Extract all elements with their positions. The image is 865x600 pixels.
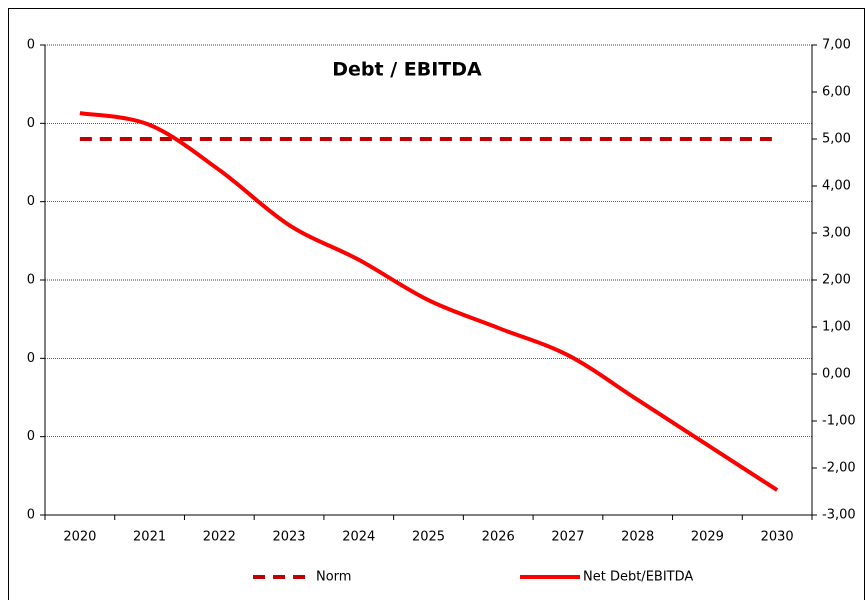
y2-tick-label: 5,00 xyxy=(822,132,851,147)
y2-tick-label: 7,00 xyxy=(822,38,851,53)
y2-tick-label: -1,00 xyxy=(822,414,856,429)
y-tick-label: 0 xyxy=(27,508,35,523)
x-tick-label: 2025 xyxy=(412,530,445,545)
y-tick-label: 0 xyxy=(27,351,35,366)
x-tick-label: 2024 xyxy=(342,530,375,545)
y-tick-label: 0 xyxy=(27,116,35,131)
y2-tick-label: 2,00 xyxy=(822,273,851,288)
y2-tick-label: -3,00 xyxy=(822,508,856,523)
x-tick-label: 2020 xyxy=(63,530,96,545)
x-tick-label: 2030 xyxy=(761,530,794,545)
y2-tick-label: -2,00 xyxy=(822,461,856,476)
x-tick-label: 2029 xyxy=(691,530,724,545)
x-tick-label: 2022 xyxy=(203,530,236,545)
y2-tick-label: 1,00 xyxy=(822,320,851,335)
x-tick-label: 2027 xyxy=(551,530,584,545)
chart-title: Debt / EBITDA xyxy=(332,59,482,81)
y-tick-label: 0 xyxy=(27,429,35,444)
y2-tick-label: 3,00 xyxy=(822,226,851,241)
y2-tick-label: 0,00 xyxy=(822,367,851,382)
x-tick-label: 2026 xyxy=(482,530,515,545)
series-line xyxy=(79,111,779,492)
legend-label: Net Debt/EBITDA xyxy=(583,570,693,585)
y-tick-label: 0 xyxy=(27,38,35,53)
y-tick-label: 0 xyxy=(27,273,35,288)
y2-tick-label: 6,00 xyxy=(822,85,851,100)
legend-label: Norm xyxy=(316,570,351,585)
x-tick-label: 2021 xyxy=(133,530,166,545)
x-tick-label: 2028 xyxy=(621,530,654,545)
y2-tick-label: 4,00 xyxy=(822,179,851,194)
y-tick-label: 0 xyxy=(27,194,35,209)
x-tick-label: 2023 xyxy=(272,530,305,545)
